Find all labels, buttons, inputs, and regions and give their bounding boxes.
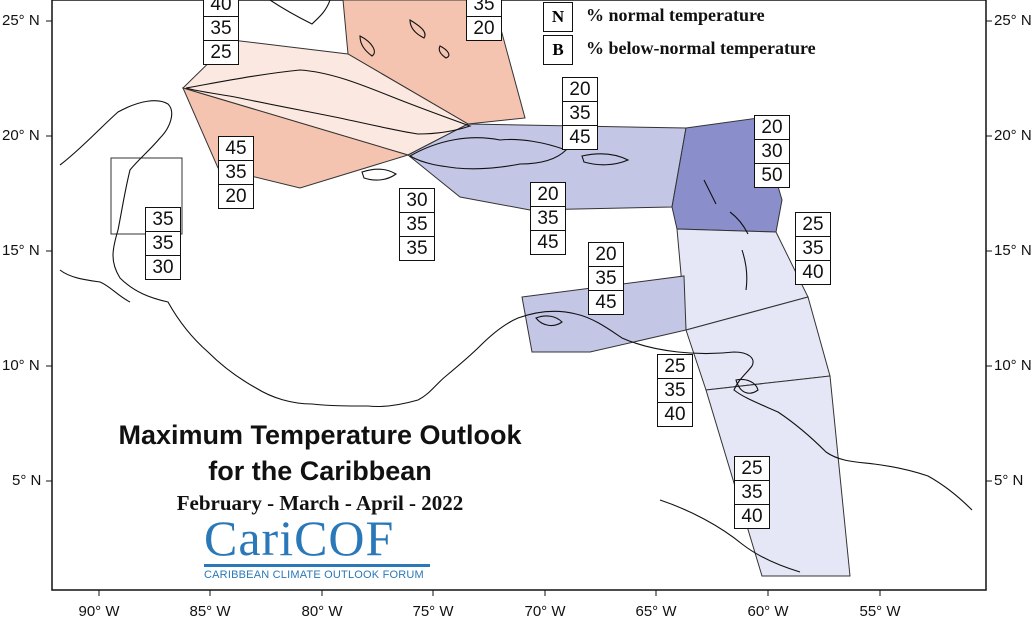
prob-normal: 35 [204,16,238,40]
map-period: February - March - April - 2022 [176,491,464,515]
prob-normal: 35 [146,231,180,255]
prob-stack-abc-islands: 20 35 45 [588,242,624,315]
caricof-logo: CariCOF CARIBBEAN CLIMATE OUTLOOK FORUM [204,510,430,581]
lon-label-60: 60° W [747,603,789,620]
prob-below: 40 [796,260,830,284]
prob-stack-jamaica: 30 35 35 [399,188,435,261]
prob-above: 20 [537,184,559,205]
prob-normal: 35 [400,212,434,236]
prob-stack-guianas: 25 35 40 [734,456,770,529]
prob-above: 40 [210,0,232,15]
lat-label-15-right: 15° N [994,242,1032,259]
prob-below: 45 [589,290,623,314]
logo-rule [204,564,430,567]
prob-below: 50 [755,163,789,187]
coastlines [59,0,973,573]
prob-above: 45 [225,138,247,159]
lat-label-15: 15° N [2,242,40,259]
logo-subtitle: CARIBBEAN CLIMATE OUTLOOK FORUM [204,569,424,581]
legend-label-below: % below-normal temperature [586,38,816,58]
legend-key-normal: N [543,2,573,32]
lat-label-5-right: 5° N [994,472,1024,489]
lon-ticks [98,590,881,596]
map-title-line1: Maximum Temperature Outlook [118,420,522,450]
prob-above: 25 [664,356,686,377]
prob-above: 35 [152,209,174,230]
lon-label-55: 55° W [859,603,901,620]
prob-below: 45 [531,230,565,254]
prob-below: 40 [658,402,692,426]
prob-normal: 35 [796,236,830,260]
prob-above: 20 [595,244,617,265]
prob-stack-hispaniola-south: 20 35 45 [530,182,566,255]
prob-stack-leeward-islands: 20 30 50 [754,115,790,188]
lon-label-80: 80° W [301,603,343,620]
lat-label-10: 10° N [2,357,40,374]
prob-normal: 35 [658,378,692,402]
prob-above: 30 [406,190,428,211]
prob-below: 20 [219,184,253,208]
prob-normal: 30 [755,139,789,163]
prob-stack-windward-islands: 25 35 40 [795,212,831,285]
prob-stack-belize: 35 35 30 [145,207,181,280]
lat-label-10-right: 10° N [994,357,1032,374]
map-title-line2: for the Caribbean [208,456,432,486]
lat-label-25: 25° N [2,12,40,29]
prob-below: 25 [204,40,238,64]
prob-below: 35 [400,236,434,260]
prob-above: 25 [741,458,763,479]
lon-label-75: 75° W [412,603,454,620]
prob-normal: 35 [563,101,597,125]
lat-ticks [46,20,992,482]
prob-below: 30 [146,255,180,279]
prob-below: 40 [735,504,769,528]
prob-stack-cuba-west: 45 35 20 [218,136,254,209]
prob-normal: 35 [219,160,253,184]
prob-above: 25 [802,214,824,235]
legend-key-below: B [543,35,573,65]
lon-label-85: 85° W [189,603,231,620]
zone-guianas [705,375,851,577]
prob-normal: 35 [473,0,495,15]
lon-label-70: 70° W [524,603,566,620]
lon-label-65: 65° W [635,603,677,620]
prob-below: 45 [563,125,597,149]
map-frame [51,0,987,591]
prob-stack-bahamas-north: 40 35 25 [203,0,239,65]
lat-label-20-right: 20° N [994,127,1032,144]
lat-label-20: 20° N [2,127,40,144]
prob-normal: 35 [589,266,623,290]
prob-stack-bahamas-east: 35 20 [466,0,502,41]
lat-label-5: 5° N [12,472,42,489]
logo-wordmark: CariCOF [204,510,395,566]
prob-above: 20 [761,117,783,138]
prob-above: 20 [569,79,591,100]
legend-label-normal: % normal temperature [586,5,765,25]
prob-normal: 35 [735,480,769,504]
prob-normal: 35 [531,206,565,230]
lon-label-90: 90° W [78,603,120,620]
prob-stack-trinidad: 25 35 40 [657,354,693,427]
prob-stack-hispaniola-north: 20 35 45 [562,77,598,150]
prob-below: 20 [467,16,501,40]
lat-label-25-right: 25° N [994,12,1032,29]
